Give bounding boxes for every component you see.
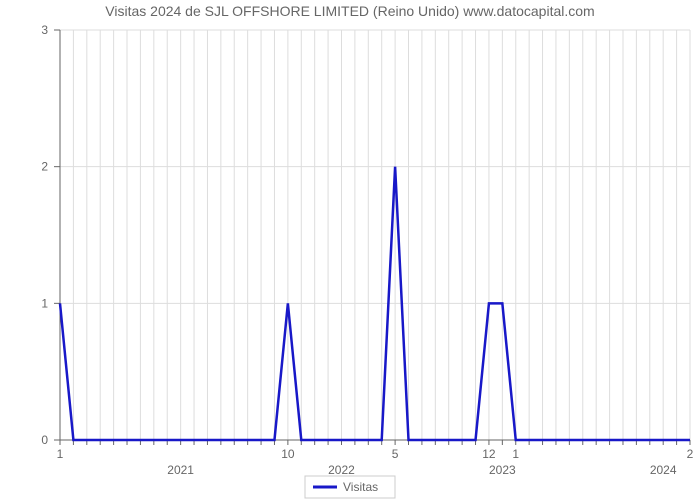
x-year-label: 2021 bbox=[167, 463, 194, 477]
chart-svg: Visitas 2024 de SJL OFFSHORE LIMITED (Re… bbox=[0, 0, 700, 500]
y-tick-label: 3 bbox=[41, 23, 48, 37]
visits-chart: Visitas 2024 de SJL OFFSHORE LIMITED (Re… bbox=[0, 0, 700, 500]
x-year-label: 2024 bbox=[650, 463, 677, 477]
legend-label: Visitas bbox=[343, 480, 378, 494]
y-tick-label: 1 bbox=[41, 296, 48, 310]
x-tick-label: 1 bbox=[512, 447, 519, 461]
x-tick-label: 5 bbox=[392, 447, 399, 461]
y-tick-label: 2 bbox=[41, 160, 48, 174]
x-tick-label: 12 bbox=[482, 447, 496, 461]
chart-title: Visitas 2024 de SJL OFFSHORE LIMITED (Re… bbox=[105, 3, 594, 19]
x-year-label: 2023 bbox=[489, 463, 516, 477]
x-tick-label: 1 bbox=[57, 447, 64, 461]
x-tick-label: 2 bbox=[687, 447, 694, 461]
x-tick-label: 10 bbox=[281, 447, 295, 461]
legend: Visitas bbox=[305, 476, 395, 498]
y-tick-label: 0 bbox=[41, 433, 48, 447]
x-year-label: 2022 bbox=[328, 463, 355, 477]
